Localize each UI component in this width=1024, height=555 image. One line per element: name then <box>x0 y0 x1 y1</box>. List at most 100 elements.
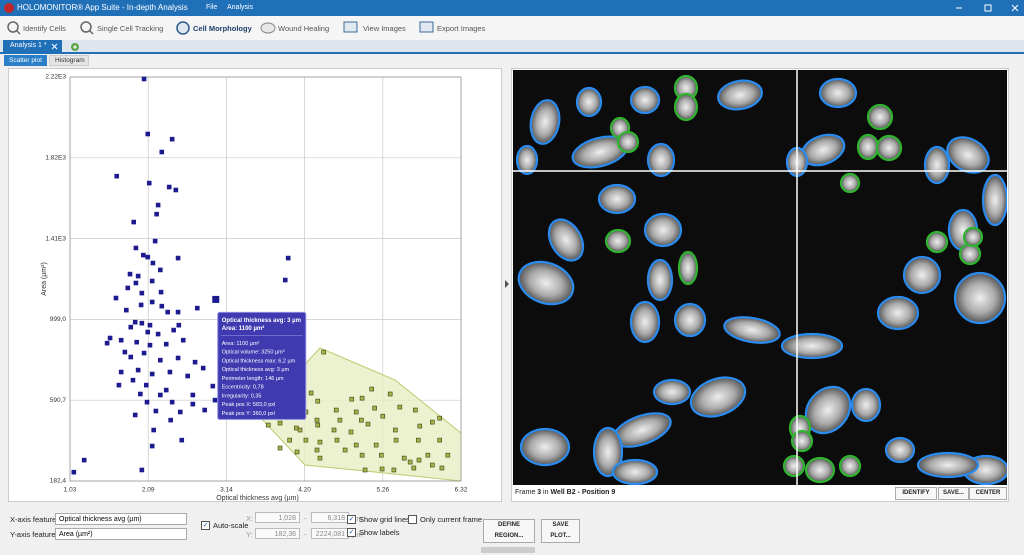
x-tick-label: 5.26 <box>376 487 389 494</box>
title-bar <box>0 0 1024 16</box>
grid-checkbox[interactable]: ✓ <box>347 515 356 524</box>
toolbar-button[interactable]: Identify Cells <box>23 24 66 33</box>
cell-outline <box>780 332 844 360</box>
data-point <box>175 255 181 261</box>
data-point <box>163 387 169 393</box>
cell-outline <box>818 77 858 109</box>
toolbar-button[interactable]: Wound Healing <box>278 24 330 33</box>
data-point <box>141 350 147 356</box>
data-point <box>146 180 152 186</box>
data-point <box>175 309 181 315</box>
labels-checkbox[interactable]: ✓ <box>347 528 356 537</box>
data-point <box>130 377 136 383</box>
data-point <box>118 369 124 375</box>
data-point <box>372 405 377 411</box>
data-point <box>141 76 147 82</box>
splitter[interactable] <box>503 278 511 290</box>
data-point <box>185 373 190 379</box>
toolbar-button[interactable]: Cell Morphology <box>193 24 252 33</box>
subtab[interactable] <box>4 55 47 66</box>
data-point <box>107 335 113 341</box>
menu-item[interactable]: File <box>206 4 218 11</box>
x-axis-label: Optical thickness avg (µm) <box>216 495 299 502</box>
x-max-input[interactable]: 6,318 <box>311 512 349 523</box>
data-point <box>411 465 417 471</box>
data-point <box>317 455 323 461</box>
toolbar-button[interactable]: View Images <box>363 24 406 33</box>
tooltip-line: Area: 1100 µm² <box>222 341 260 347</box>
x-feature-dropdown[interactable]: Optical thickness avg (µm) <box>55 513 187 525</box>
tab-strip <box>0 40 1024 54</box>
data-point <box>124 307 129 313</box>
save-plot-button[interactable]: SAVE PLOT... <box>541 519 580 543</box>
cell-outline <box>646 142 676 178</box>
data-point <box>282 277 288 283</box>
toolbar-button[interactable]: Export Images <box>437 24 486 33</box>
data-point <box>149 371 155 377</box>
tab[interactable] <box>3 40 62 52</box>
cell-outline <box>547 218 585 262</box>
cell-outline <box>673 302 707 338</box>
app-logo <box>4 3 14 13</box>
data-point <box>437 415 443 421</box>
data-point <box>166 184 172 190</box>
data-point <box>147 322 153 328</box>
control-label: X: <box>246 514 254 523</box>
cell-outline <box>946 136 990 174</box>
collapse-handle[interactable] <box>481 547 535 553</box>
y-tick-label: 999,0 <box>50 316 67 323</box>
unit-label: µm <box>352 514 363 523</box>
data-point <box>337 417 343 423</box>
subtab-label: Scatter plot <box>9 57 42 64</box>
data-point <box>125 285 131 291</box>
current-frame-checkbox[interactable] <box>408 515 417 524</box>
autoscale-checkbox[interactable]: ✓ <box>201 521 210 530</box>
data-point <box>212 397 218 403</box>
y-feature-dropdown[interactable]: Area (µm²) <box>55 528 187 540</box>
tooltip-line: Irregularity: 0,35 <box>222 393 262 399</box>
data-point <box>177 409 183 415</box>
tooltip-line: Optical thickness max: 6,2 µm <box>222 358 296 364</box>
cell-outline <box>850 387 882 423</box>
cell-outline <box>981 173 1007 227</box>
data-point <box>151 427 156 433</box>
range-dash: - <box>304 530 307 539</box>
center-button[interactable]: CENTER <box>969 487 1007 500</box>
data-point <box>149 299 155 305</box>
x-tick-label: 2.09 <box>142 487 155 494</box>
y-max-input[interactable]: 2224,081 <box>311 528 349 539</box>
tooltip-line: Optical thickness avg: 3 µm <box>222 367 290 373</box>
cell-outline <box>953 271 1007 325</box>
data-point <box>159 303 165 309</box>
data-point <box>393 427 398 433</box>
frame-info: Frame 3 in Well B2 - Position 9 <box>515 489 615 496</box>
define-region-button[interactable]: DEFINE REGION... <box>483 519 535 543</box>
checkbox-label: Show grid lines <box>359 515 410 524</box>
menu-item[interactable]: Analysis <box>227 4 254 11</box>
data-point <box>128 324 134 330</box>
data-point <box>153 408 159 414</box>
data-point <box>175 355 181 361</box>
data-point <box>118 337 124 343</box>
subtab[interactable] <box>49 55 89 66</box>
data-point <box>145 254 151 260</box>
y-min-input[interactable]: 182,36 <box>255 528 300 539</box>
highlighted-point <box>212 295 220 303</box>
data-point <box>169 136 175 142</box>
data-point <box>407 459 413 465</box>
identify-button[interactable]: IDENTIFY <box>895 487 937 500</box>
cell-outline <box>575 86 603 118</box>
window-controls <box>956 4 1019 12</box>
cell-outline <box>597 183 637 215</box>
cell-outline-selected <box>962 226 984 248</box>
data-point <box>149 278 155 284</box>
cell-outline-selected <box>604 228 632 254</box>
data-point <box>139 320 145 326</box>
data-point <box>132 319 138 325</box>
data-point <box>369 386 375 392</box>
data-point <box>143 382 149 388</box>
toolbar-button[interactable]: Single Cell Tracking <box>97 24 164 33</box>
save-image-button[interactable]: SAVE... <box>938 487 969 500</box>
x-min-input[interactable]: 1,028 <box>255 512 300 523</box>
y-tick-label: 1.41E3 <box>45 235 66 242</box>
